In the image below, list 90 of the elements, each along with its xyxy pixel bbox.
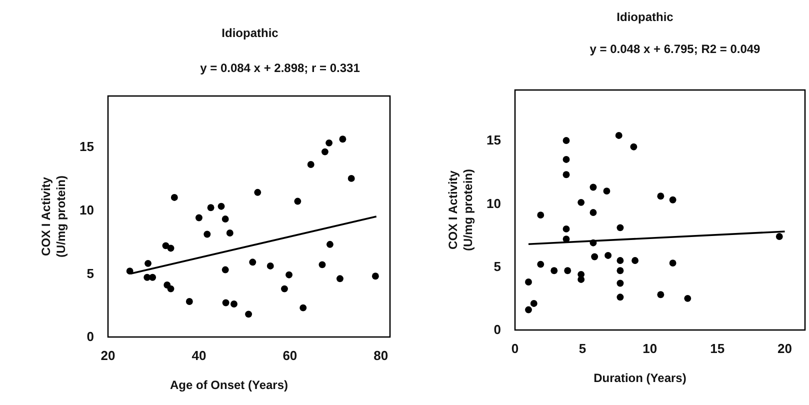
point	[230, 300, 238, 308]
point	[300, 304, 307, 312]
point	[339, 136, 346, 143]
point	[591, 253, 598, 260]
point	[564, 267, 572, 274]
point	[616, 257, 624, 264]
chart-title: Idiopathic	[222, 26, 279, 40]
x-tick-label: 5	[578, 341, 586, 356]
point	[776, 233, 783, 240]
point	[307, 161, 314, 168]
y-axis-title: COX I Activity (U/mg protein)	[39, 176, 68, 258]
point	[326, 139, 333, 146]
point	[669, 196, 676, 204]
point	[245, 310, 252, 318]
x-tick-label: 20	[778, 341, 792, 356]
point	[222, 216, 229, 223]
point	[281, 285, 288, 292]
point	[616, 280, 624, 287]
chart-subtitle: y = 0.084 x + 2.898; r = 0.331	[200, 61, 360, 75]
point	[372, 272, 379, 280]
point	[604, 252, 612, 259]
point	[222, 266, 229, 274]
point	[562, 225, 570, 232]
point	[615, 132, 622, 139]
point	[590, 184, 597, 191]
point	[603, 188, 610, 195]
point	[326, 240, 334, 248]
point	[254, 188, 262, 196]
point	[537, 260, 544, 268]
point	[657, 192, 664, 200]
x-tick-label: 80	[374, 348, 388, 364]
point	[562, 137, 570, 144]
point	[286, 271, 293, 278]
point	[578, 198, 585, 206]
point	[616, 224, 624, 232]
point	[632, 257, 639, 264]
point	[195, 214, 202, 222]
point	[525, 306, 532, 314]
point	[336, 275, 344, 282]
point	[657, 291, 664, 298]
point	[318, 261, 326, 268]
point	[530, 300, 538, 307]
x-tick-label: 0	[511, 341, 519, 356]
point	[348, 174, 355, 182]
y-tick-label: 10	[486, 196, 501, 211]
point	[144, 260, 152, 267]
point	[170, 194, 178, 201]
point	[669, 260, 676, 267]
point	[186, 298, 193, 305]
x-tick-label: 60	[282, 348, 298, 364]
y-tick-label: 5	[494, 259, 501, 274]
x-axis-title: Age of Onset (Years)	[170, 378, 288, 392]
point	[562, 171, 570, 178]
y-tick-label: 15	[80, 138, 94, 154]
point	[226, 230, 234, 236]
point	[294, 198, 302, 205]
point	[167, 285, 174, 292]
point	[249, 258, 256, 266]
x-tick-label: 40	[192, 348, 206, 364]
point	[616, 267, 624, 274]
point	[562, 156, 570, 163]
y-tick-label: 10	[80, 202, 94, 218]
y-tick-label: 0	[494, 322, 501, 338]
y-axis-title: COX I Activity (U/mg protein)	[446, 169, 475, 251]
point	[204, 230, 211, 238]
point	[222, 299, 230, 306]
y-tick-label: 0	[86, 329, 94, 344]
point	[630, 143, 638, 150]
point	[578, 276, 585, 283]
point	[266, 262, 274, 270]
x-tick-label: 10	[642, 341, 658, 356]
point	[218, 202, 225, 210]
x-tick-label: 15	[710, 341, 725, 356]
chart-title: Idiopathic	[616, 10, 674, 24]
x-tick-label: 20	[100, 348, 116, 364]
point	[149, 274, 156, 281]
y-tick-label: 15	[486, 132, 501, 148]
point	[616, 294, 624, 301]
point	[126, 268, 134, 275]
point	[525, 278, 532, 286]
point	[207, 204, 214, 212]
point	[321, 148, 328, 156]
point	[537, 212, 544, 219]
point	[550, 267, 558, 274]
point	[167, 244, 174, 252]
x-axis-title: Duration (Years)	[594, 371, 686, 385]
point	[590, 209, 597, 216]
point	[684, 294, 692, 302]
y-tick-label: 5	[86, 266, 94, 281]
chart-subtitle: y = 0.048 x + 6.795; R2 = 0.049	[590, 42, 761, 56]
